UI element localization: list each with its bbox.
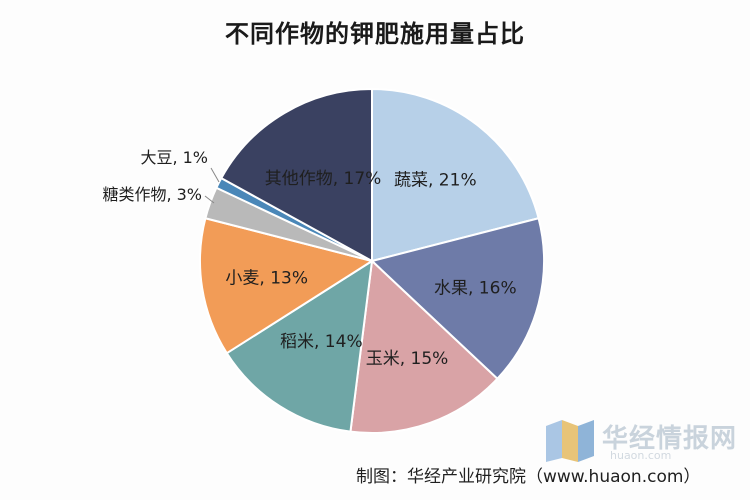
watermark: 华经情报网 huaon.com [544, 416, 744, 462]
source-note: 制图：华经产业研究院（www.huaon.com） [356, 467, 701, 487]
slice-label-2: 水果, 16% [434, 279, 517, 299]
pie-slice-4 [225, 259, 374, 433]
slice-labels: 蔬菜, 21% 水果, 16% 玉米, 15%稻米, 14% 小麦, 13% 糖类作物,… [102, 148, 516, 369]
chart-title: 不同作物的钾肥施用量占比 [225, 20, 525, 48]
pie-slice-3 [349, 258, 499, 434]
pie-slice-5 [199, 217, 375, 355]
slice-label-7: 大豆, 1% [140, 148, 208, 167]
watermark-logo-icon [546, 420, 594, 462]
watermark-url: huaon.com [610, 449, 672, 462]
slice-label-6: 糖类作物, 3% [102, 185, 202, 204]
slice-label-1: 蔬菜, 21% [394, 171, 477, 191]
watermark-name: 华经情报网 [602, 424, 738, 454]
slice-label-5: 小麦, 13% [225, 269, 308, 289]
pie-slices [199, 87, 546, 434]
leader-lines [204, 167, 220, 204]
leader-line-7 [210, 167, 220, 183]
slice-label-4: 稻米, 14% [280, 332, 363, 352]
leader-line-6 [204, 195, 215, 204]
pie-slice-1 [371, 87, 540, 263]
pie-slice-8 [219, 87, 373, 263]
slice-label-3: 玉米, 15% [366, 349, 449, 369]
pie-slice-2 [369, 217, 546, 381]
slice-label-8: 其他作物, 17% [265, 169, 382, 189]
